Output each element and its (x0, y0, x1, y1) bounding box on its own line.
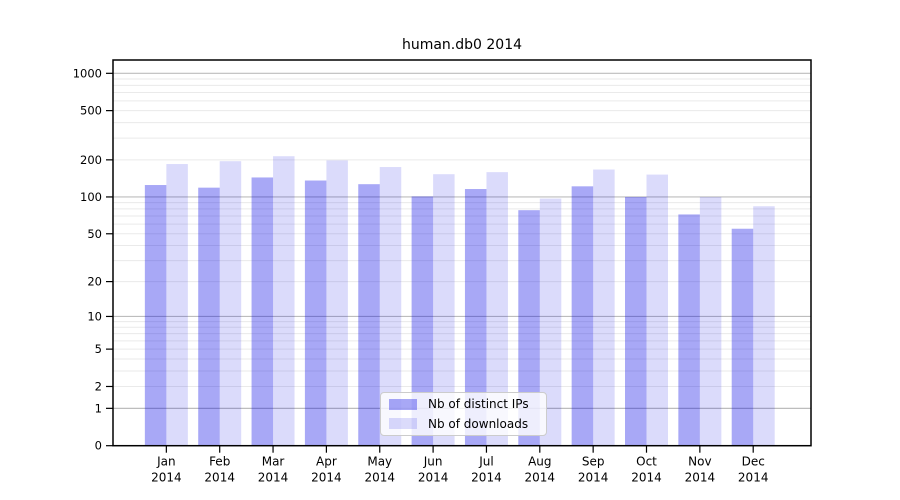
bar-dec-downloads (753, 206, 775, 446)
x-tick-label-month: Aug (528, 455, 551, 469)
bar-sep-distinct-ips (571, 186, 594, 446)
x-tick-label-year: 2014 (525, 471, 556, 485)
y-tick-label: 1000 (73, 66, 102, 80)
x-tick-label-year: 2014 (258, 471, 289, 485)
x-tick-label-month: Mar (262, 455, 285, 469)
bar-jan-distinct-ips (144, 185, 167, 446)
x-tick-label-month: Jun (423, 455, 443, 469)
x-tick-label-month: Jul (478, 455, 493, 469)
y-tick-label: 500 (80, 104, 102, 118)
bar-aug-distinct-ips (518, 210, 540, 446)
x-tick-label-year: 2014 (631, 471, 662, 485)
bar-mar-downloads (273, 156, 295, 446)
y-tick-label: 10 (87, 309, 102, 323)
legend-label-downloads: Nb of downloads (428, 416, 529, 431)
x-tick-label-year: 2014 (578, 471, 609, 485)
bar-may-downloads (379, 167, 402, 446)
bar-feb-distinct-ips (198, 187, 220, 446)
legend-row-distinct-ips: Nb of distinct IPs (389, 396, 538, 413)
bar-jul-distinct-ips (464, 189, 487, 446)
y-tick-label: 50 (87, 227, 102, 241)
legend-swatch-distinct-ips (389, 398, 417, 410)
bar-jul-downloads (486, 172, 508, 446)
bar-nov-distinct-ips (678, 214, 700, 446)
legend-label-distinct-ips: Nb of distinct IPs (428, 397, 529, 412)
legend: Nb of distinct IPs Nb of downloads (380, 392, 547, 436)
bar-apr-distinct-ips (304, 180, 327, 446)
y-tick-label: 200 (80, 153, 102, 167)
x-tick-label-year: 2014 (364, 471, 395, 485)
bar-aug-downloads (539, 198, 562, 446)
x-tick-label-year: 2014 (685, 471, 716, 485)
x-tick-label-month: Sep (582, 455, 605, 469)
y-tick-label: 20 (87, 275, 102, 289)
legend-row-downloads: Nb of downloads (389, 416, 538, 433)
x-tick-label-year: 2014 (471, 471, 502, 485)
bar-nov-downloads (699, 196, 722, 446)
x-tick-label-month: Oct (636, 455, 657, 469)
x-tick-label-month: Nov (688, 455, 711, 469)
bar-oct-distinct-ips (625, 196, 647, 446)
x-tick-label-year: 2014 (204, 471, 235, 485)
x-tick-label-year: 2014 (311, 471, 342, 485)
bar-dec-distinct-ips (731, 228, 754, 446)
x-tick-label-month: Dec (742, 455, 765, 469)
bar-sep-downloads (593, 169, 615, 446)
x-tick-label-month: Jan (156, 455, 176, 469)
x-tick-label-year: 2014 (418, 471, 449, 485)
bar-jun-downloads (433, 174, 455, 446)
x-tick-label-month: May (367, 455, 392, 469)
bar-oct-downloads (646, 174, 668, 446)
x-tick-label-month: Feb (209, 455, 230, 469)
x-tick-label-year: 2014 (738, 471, 769, 485)
y-tick-label: 2 (95, 380, 102, 394)
bar-jan-downloads (166, 164, 188, 446)
y-tick-label: 0 (95, 439, 102, 453)
bar-mar-distinct-ips (251, 177, 274, 446)
x-tick-label-year: 2014 (151, 471, 182, 485)
chart-title: human.db0 2014 (401, 37, 523, 53)
bar-may-distinct-ips (358, 184, 380, 446)
x-tick-label-month: Apr (316, 455, 337, 469)
bar-feb-downloads (219, 161, 242, 446)
legend-swatch-downloads (389, 418, 417, 430)
y-tick-label: 5 (95, 342, 102, 356)
y-tick-label: 100 (80, 190, 102, 204)
plot-border (112, 59, 812, 447)
bar-apr-downloads (326, 160, 348, 446)
y-tick-label: 1 (95, 401, 102, 415)
bar-jun-distinct-ips (411, 196, 434, 446)
